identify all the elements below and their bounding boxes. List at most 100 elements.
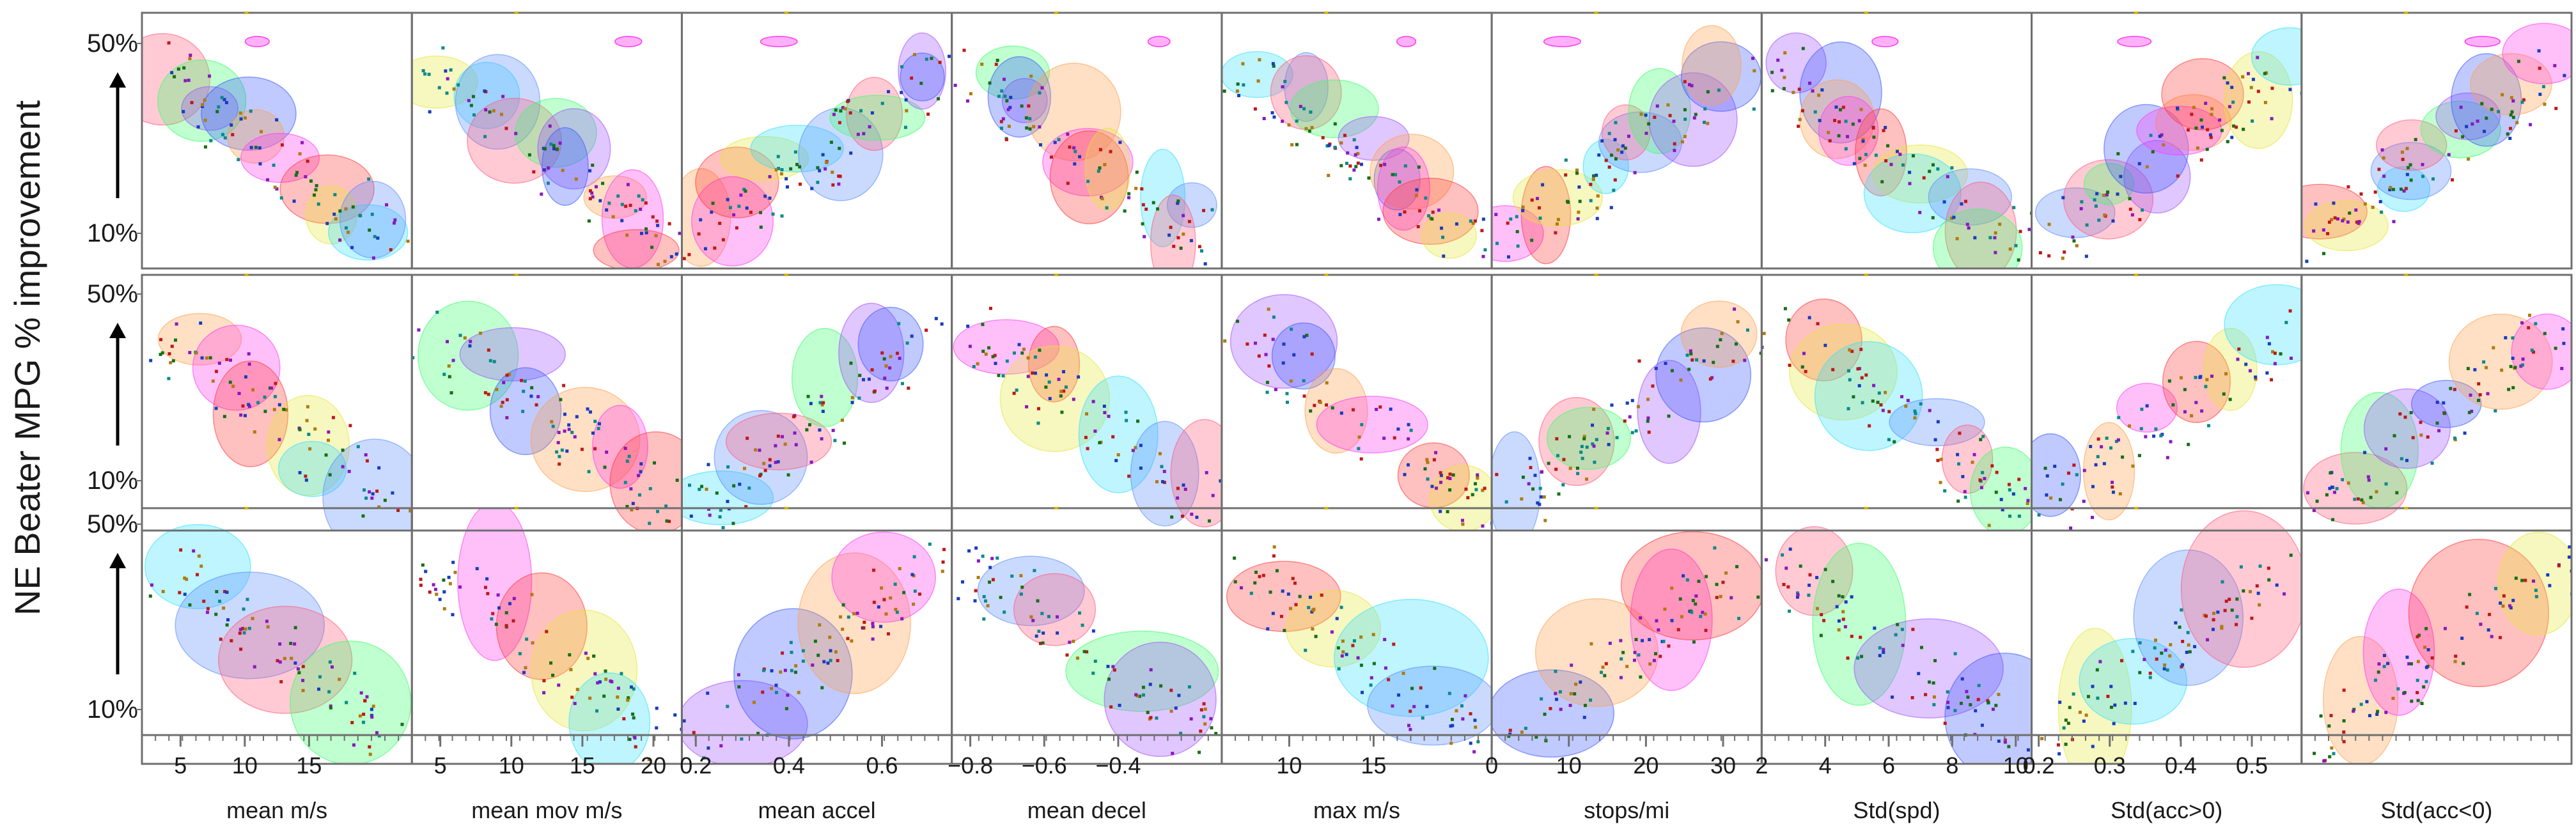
data-point (530, 386, 534, 390)
data-point (816, 166, 820, 169)
data-point (2388, 188, 2392, 192)
data-point (1796, 593, 1800, 597)
data-point (1705, 575, 1708, 578)
data-point (587, 470, 591, 474)
data-point (726, 465, 730, 469)
data-point (1648, 662, 1652, 666)
data-point (644, 201, 648, 205)
data-point (326, 438, 330, 442)
data-point (1576, 217, 1580, 221)
data-point (2058, 701, 2062, 704)
data-point (961, 580, 965, 584)
data-point (2330, 485, 2334, 489)
cluster-ellipse (2079, 638, 2188, 725)
data-point (586, 407, 589, 411)
data-point (2541, 85, 2545, 89)
data-point (656, 509, 660, 513)
data-point (655, 219, 659, 223)
data-point (877, 605, 880, 609)
data-point (419, 584, 423, 587)
data-point (1044, 385, 1048, 389)
data-point (2443, 626, 2447, 630)
data-point (174, 338, 178, 342)
panel-clusters (682, 531, 936, 764)
data-point (1355, 146, 1359, 150)
data-point (451, 613, 455, 617)
x-tick-label: 10 (2003, 752, 2029, 779)
data-point (247, 352, 251, 356)
data-point (1943, 489, 1947, 493)
data-point (2342, 740, 2346, 743)
data-point (345, 701, 348, 704)
data-point (1521, 208, 1525, 212)
data-point (1481, 254, 1485, 258)
data-point (1815, 576, 1819, 580)
data-point (148, 594, 152, 598)
data-point (1309, 110, 1313, 114)
data-point (1336, 646, 1340, 650)
data-point (1610, 403, 1614, 407)
data-point (2376, 710, 2380, 713)
data-point (871, 621, 875, 625)
panel-points (1761, 307, 2030, 527)
data-point (2342, 719, 2346, 723)
data-point (1082, 649, 1086, 653)
data-point (1003, 77, 1006, 81)
data-point (309, 179, 313, 183)
data-point (1636, 405, 1640, 408)
x-axis-label: mean accel (758, 797, 876, 823)
data-point (1956, 453, 1960, 456)
data-point (594, 185, 598, 189)
cluster-ellipse (2322, 635, 2399, 764)
data-point (1236, 320, 1240, 323)
data-point (1887, 438, 1891, 442)
data-point (976, 575, 980, 579)
data-point (1882, 128, 1885, 132)
data-point (1001, 117, 1005, 121)
cluster-ellipse (1001, 77, 1048, 123)
data-point (2527, 326, 2531, 330)
cluster-ellipse (1377, 146, 1430, 231)
data-point (2359, 702, 2363, 706)
data-point (2114, 440, 2118, 444)
cluster-ellipse (412, 55, 478, 109)
data-point (1850, 634, 1854, 638)
x-tick-label: 0 (1485, 752, 1498, 779)
data-point (941, 560, 945, 564)
data-point (885, 386, 889, 390)
data-point (1932, 163, 1935, 167)
data-point (2140, 407, 2144, 411)
data-point (856, 132, 860, 136)
cluster-ellipse (695, 146, 779, 219)
data-point (2416, 678, 2419, 682)
data-point (1807, 81, 1811, 85)
data-point (940, 322, 944, 326)
data-point (2018, 229, 2022, 233)
data-point (2509, 606, 2513, 610)
data-point (1053, 141, 1057, 144)
data-point (1449, 741, 1453, 745)
data-point (1414, 194, 1418, 198)
data-point (283, 656, 286, 660)
data-point (700, 485, 704, 488)
data-point (793, 671, 797, 674)
data-point (1506, 255, 1510, 259)
data-point (1881, 408, 1885, 412)
cluster-ellipse (2376, 119, 2447, 171)
cluster-ellipse (1316, 396, 1428, 454)
data-point (1530, 198, 1534, 202)
data-point (1304, 648, 1308, 652)
data-point (2109, 446, 2112, 450)
data-point (2313, 752, 2316, 756)
data-point (2237, 347, 2241, 351)
data-point (1837, 134, 1841, 137)
data-point (2315, 499, 2319, 503)
data-point (1423, 467, 1427, 470)
data-point (2416, 691, 2419, 695)
data-point (1943, 722, 1947, 725)
data-point (2485, 116, 2488, 120)
data-point (1004, 137, 1008, 141)
data-point (1351, 644, 1355, 648)
x-axis-label: mean mov m/s (471, 797, 622, 823)
x-axis-label: stops/mi (1584, 797, 1669, 823)
